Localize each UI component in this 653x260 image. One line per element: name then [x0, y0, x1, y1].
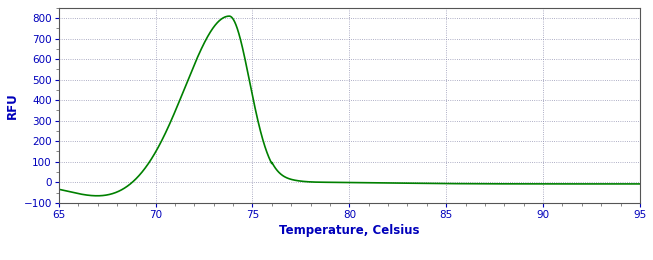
- Y-axis label: RFU: RFU: [7, 92, 20, 119]
- X-axis label: Temperature, Celsius: Temperature, Celsius: [279, 224, 420, 237]
